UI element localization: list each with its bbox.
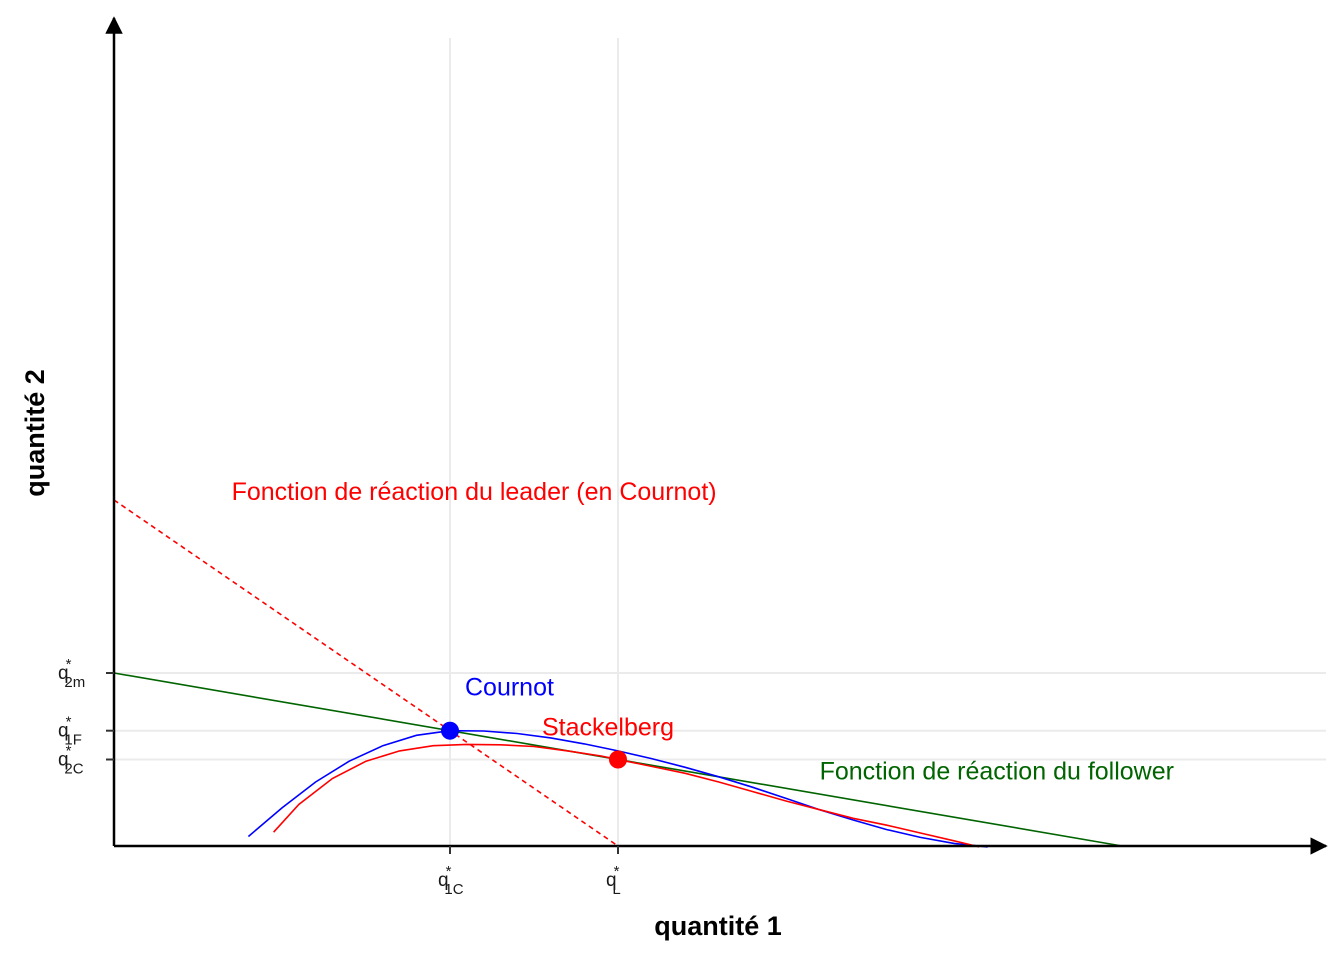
cournot-label: Cournot	[465, 674, 554, 702]
x-tick-label-0: q* 1C	[438, 863, 464, 898]
leader-reaction-line	[113, 499, 619, 847]
y-tick-label-1: q* 1F	[58, 714, 82, 749]
follower-reaction-label: Fonction de réaction du follower	[820, 757, 1174, 785]
label-layer: Cournot Stackelberg Fonction de réaction d…	[232, 478, 1174, 785]
x-axis-title: quantité 1	[654, 911, 782, 941]
x-tick-label-1: q* L	[606, 863, 621, 898]
y-tick-label-0: q* 2m	[58, 656, 85, 691]
stackelberg-label: Stackelberg	[542, 714, 674, 742]
points-layer	[441, 721, 627, 769]
y-axis-title: quantité 2	[20, 369, 50, 497]
grid-layer	[114, 38, 1326, 846]
y-tick-label-2: q* 2C	[58, 743, 84, 778]
axis-layer: q* 1C q* L q* 2m q* 1Fq* 2C	[58, 16, 1328, 898]
stackelberg-point	[609, 750, 627, 769]
cournot-point	[441, 721, 459, 740]
leader-reaction-label: Fonction de réaction du leader (en Courn…	[232, 478, 717, 506]
